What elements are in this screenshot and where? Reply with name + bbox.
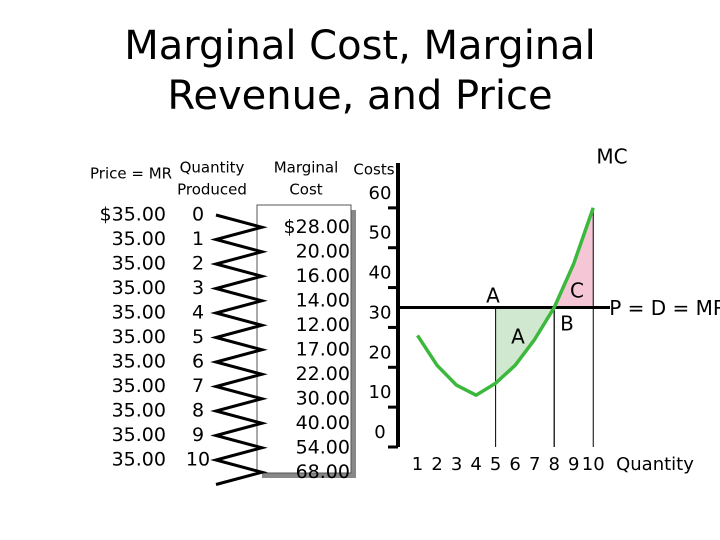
cost-cell: 30.00 xyxy=(296,387,350,409)
price-cell: 35.00 xyxy=(112,228,166,250)
x-tick-label: 7 xyxy=(529,454,540,475)
x-tick-label: 9 xyxy=(568,454,579,475)
annotation: A xyxy=(486,284,500,308)
x-tick-label: 1 xyxy=(412,454,423,475)
zigzag xyxy=(210,213,268,486)
price-cell: 35.00 xyxy=(112,424,166,446)
cost-cell: 17.00 xyxy=(296,338,350,360)
title-line: Revenue, and Price xyxy=(167,73,552,119)
shaded-area xyxy=(554,207,594,308)
x-tick-label: 5 xyxy=(490,454,501,475)
price-cell: 35.00 xyxy=(112,277,166,299)
x-tick-label: 8 xyxy=(548,454,559,475)
price-cell: $35.00 xyxy=(100,204,166,226)
cost-cell: 40.00 xyxy=(296,412,350,434)
cost-header: Marginal xyxy=(274,159,339,177)
price-cell: 35.00 xyxy=(112,449,166,471)
quantity-header: Produced xyxy=(177,181,247,199)
series-label: MC xyxy=(596,145,627,169)
cost-header: Cost xyxy=(289,181,322,199)
quantity-cell: 10 xyxy=(186,449,210,471)
shaded-area xyxy=(495,307,555,384)
price-cell: 35.00 xyxy=(112,400,166,422)
y-tick-label: 40 xyxy=(369,263,392,284)
price-cell: 35.00 xyxy=(112,326,166,348)
quantity-cell: 9 xyxy=(192,424,204,446)
cost-cell: 20.00 xyxy=(296,240,350,262)
quantity-cell: 4 xyxy=(192,302,204,324)
x-tick-label: 6 xyxy=(509,454,520,475)
x-tick-label: 2 xyxy=(431,454,442,475)
y-tick-label: 0 xyxy=(374,422,385,443)
annotation: A xyxy=(511,325,525,349)
cost-cell: 16.00 xyxy=(296,265,350,287)
cost-cell: 12.00 xyxy=(296,314,350,336)
x-tick-label: 4 xyxy=(470,454,481,475)
quantity-cell: 5 xyxy=(192,326,204,348)
price-cell: 35.00 xyxy=(112,302,166,324)
table: $35.00 0 35.00 1 35.00 2 35.00 3 35.00 4 35.00 5 35.… xyxy=(100,204,350,486)
price-cell: 35.00 xyxy=(112,253,166,275)
cost-cell: 68.00 xyxy=(296,461,350,483)
price-line-label: P = D = MR xyxy=(609,296,720,320)
annotation: C xyxy=(570,279,584,303)
y-tick-label: 50 xyxy=(369,223,392,244)
quantity-cell: 6 xyxy=(192,351,204,373)
cost-cell: 54.00 xyxy=(296,436,350,458)
y-tick-label: 10 xyxy=(369,382,392,403)
quantity-cell: 3 xyxy=(192,277,204,299)
y-tick-label: 30 xyxy=(369,302,392,323)
x-tick-label: 3 xyxy=(451,454,462,475)
y-tick-label: 60 xyxy=(369,183,392,204)
quantity-cell: 7 xyxy=(192,375,204,397)
annotation: B xyxy=(560,312,574,336)
price-cell: 35.00 xyxy=(112,375,166,397)
quantity-cell: 0 xyxy=(192,204,204,226)
quantity-cell: 8 xyxy=(192,400,204,422)
quantity-cell: 2 xyxy=(192,253,204,275)
title-line: Marginal Cost, Marginal xyxy=(124,23,596,69)
cost-cell: 22.00 xyxy=(296,363,350,385)
x-tick-label: 10 xyxy=(582,454,605,475)
cost-cell: $28.00 xyxy=(284,216,350,238)
quantity-header: Quantity xyxy=(180,159,245,177)
mc-curve xyxy=(416,207,595,397)
y-tick-label: 20 xyxy=(369,342,392,363)
x-axis-label: Quantity xyxy=(616,454,694,475)
y-axis-label: Costs xyxy=(353,161,394,179)
quantity-cell: 1 xyxy=(192,228,204,250)
price-cell: 35.00 xyxy=(112,351,166,373)
cost-cell: 14.00 xyxy=(296,289,350,311)
cost-box xyxy=(256,204,352,474)
price-header: Price = MR xyxy=(90,165,172,183)
